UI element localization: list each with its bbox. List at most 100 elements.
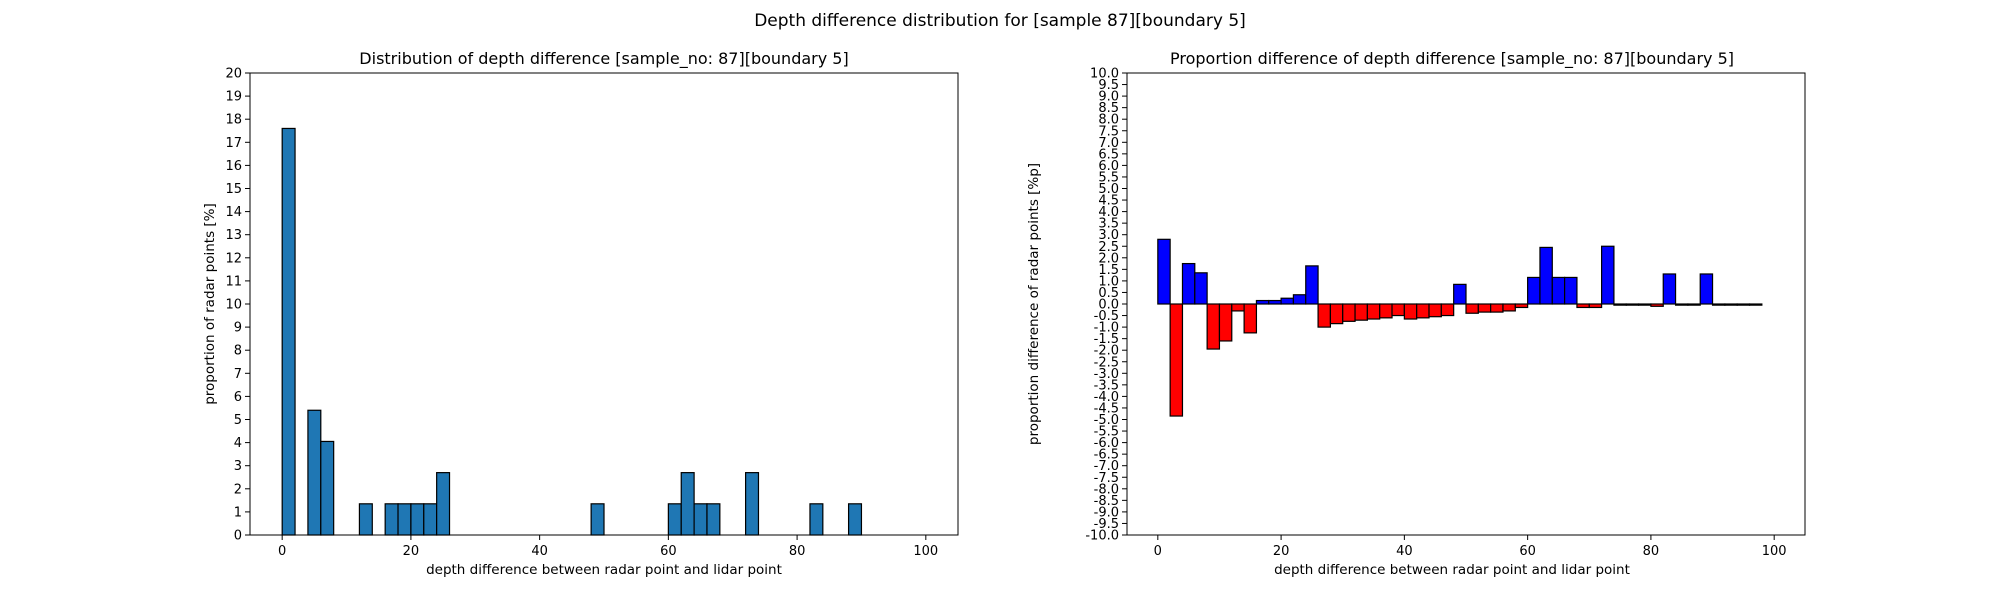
x-tick-label: 60 (1519, 544, 1536, 559)
y-tick-label: -2.5 (1094, 355, 1119, 370)
y-tick-label: 9 (234, 321, 242, 336)
histogram-bar (1218, 303, 1233, 342)
histogram-bar (1514, 303, 1529, 309)
y-tick-label: 16 (225, 159, 242, 174)
y-tick-label: 11 (225, 274, 242, 289)
histogram-bar (1317, 303, 1332, 328)
y-tick-label: -1.0 (1094, 321, 1119, 336)
histogram-bar (1637, 303, 1652, 306)
y-tick-label: 4 (234, 436, 242, 451)
y-tick-label: 12 (225, 251, 242, 266)
x-tick-label: 20 (1273, 544, 1290, 559)
y-tick-label: 18 (225, 113, 242, 128)
histogram-bar (590, 503, 605, 536)
histogram-bar (1674, 303, 1689, 306)
histogram-bar (358, 503, 373, 536)
histogram-bar (1576, 303, 1590, 309)
histogram-bar (384, 503, 399, 536)
y-tick-label: -2.0 (1094, 344, 1119, 359)
y-tick-label: 2 (234, 482, 242, 497)
histogram-bar (397, 503, 412, 536)
y-tick-label: 9.5 (1098, 78, 1119, 93)
x-tick-label: 20 (403, 544, 420, 559)
histogram-bar (847, 503, 863, 536)
y-tick-label: 3.5 (1098, 217, 1119, 232)
histogram-bar (1181, 262, 1196, 305)
histogram-bar (706, 503, 721, 536)
histogram-bar (809, 503, 824, 536)
histogram-bar (1305, 265, 1319, 305)
y-tick-label: 3 (234, 459, 242, 474)
y-tick-label: 8.5 (1098, 101, 1119, 116)
y-tick-label: 0.5 (1098, 286, 1119, 301)
x-tick-label: 100 (1762, 544, 1787, 559)
histogram-bar (1588, 303, 1603, 309)
left-chart-xlabel: depth difference between radar point and… (426, 562, 782, 578)
histogram-bar (1354, 303, 1368, 321)
histogram-bar (1366, 303, 1381, 320)
histogram-bar (1539, 246, 1553, 305)
y-tick-label: -5.5 (1094, 425, 1119, 440)
figure-suptitle: Depth difference distribution for [sampl… (754, 11, 1246, 31)
histogram-bar (1428, 303, 1442, 318)
histogram-bar (1687, 303, 1701, 306)
histogram-bar (667, 503, 682, 536)
x-tick-label: 60 (660, 544, 677, 559)
y-tick-label: 3.0 (1098, 228, 1119, 243)
y-tick-label: 7 (234, 367, 242, 382)
y-tick-label: -9.0 (1094, 505, 1119, 520)
histogram-bar (1465, 303, 1479, 314)
histogram-bar (1292, 294, 1307, 305)
y-tick-label: 8.0 (1098, 113, 1119, 128)
histogram-bar (1403, 303, 1418, 320)
y-tick-label: -6.5 (1094, 448, 1119, 463)
y-tick-label: 5.5 (1098, 170, 1119, 185)
y-tick-label: -5.0 (1094, 413, 1119, 428)
histogram-bar (1206, 303, 1221, 350)
histogram-bar (1699, 273, 1714, 305)
y-tick-label: 15 (225, 182, 242, 197)
left-chart-plot-area: 0 20 40 60 80 1000123456789101112131415161718… (225, 67, 959, 559)
histogram-bar (1625, 303, 1640, 306)
x-tick-label: 80 (789, 544, 806, 559)
y-tick-label: 19 (225, 90, 242, 105)
right-difference-panel: Proportion difference of depth differenc… (1026, 49, 1806, 578)
y-tick-label: -8.5 (1094, 494, 1119, 509)
left-histogram-panel: Distribution of depth difference [sample… (202, 49, 959, 578)
histogram-bar (1169, 303, 1184, 417)
y-tick-label: 2.5 (1098, 240, 1119, 255)
histogram-bar (744, 472, 760, 536)
right-chart-plot-area: 0 20 40 60 80 100 -10.0-9.5-9.0-8.5-8.0-7.5-7.… (1085, 67, 1806, 559)
x-tick-label: 100 (913, 544, 938, 559)
y-tick-label: 17 (225, 136, 242, 151)
histogram-bar (1391, 303, 1405, 317)
histogram-bar (1268, 299, 1282, 305)
histogram-bar (1490, 303, 1504, 313)
histogram-bar (1564, 276, 1578, 305)
y-tick-label: 1 (234, 505, 242, 520)
histogram-bar (1613, 303, 1627, 306)
y-tick-label: -9.5 (1094, 517, 1119, 532)
histogram-bar (423, 503, 438, 536)
y-tick-label: -3.5 (1094, 378, 1119, 393)
y-tick-label: 20 (225, 67, 242, 82)
histogram-bar (1551, 276, 1566, 305)
y-tick-label: 5 (234, 413, 242, 428)
histogram-bar (281, 127, 296, 536)
histogram-bar (1502, 303, 1516, 312)
x-tick-label: 40 (1396, 544, 1413, 559)
y-tick-label: 1.5 (1098, 263, 1119, 278)
y-tick-label: -4.0 (1094, 390, 1119, 405)
histogram-bar (693, 503, 708, 536)
left-chart-ylabel: proportion of radar points [%] (202, 203, 218, 405)
histogram-bar (1329, 303, 1344, 325)
y-tick-label: 14 (225, 205, 242, 220)
right-chart-title: Proportion difference of depth differenc… (1170, 49, 1734, 69)
y-tick-label: 13 (225, 228, 242, 243)
histogram-bar (410, 503, 425, 536)
y-tick-label: -4.5 (1094, 401, 1119, 416)
histogram-bar (1243, 303, 1258, 334)
histogram-bar (1416, 303, 1430, 319)
histogram-bar (1724, 303, 1738, 306)
